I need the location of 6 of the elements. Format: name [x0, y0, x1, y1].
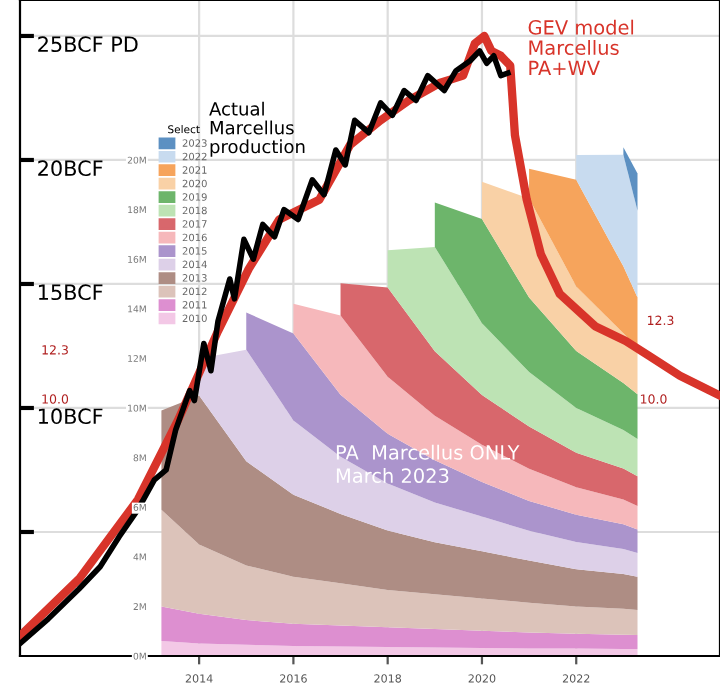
series-label: GEV model Marcellus PA+WV [528, 19, 634, 76]
series-label: Actual Marcellus production [209, 101, 305, 157]
y-tick-label: 20BCF [38, 160, 103, 177]
y-tick-label: 25BCF PD [38, 36, 138, 53]
y-tick-label: 15BCF [38, 284, 103, 301]
y-tick-label: 10BCF [38, 408, 103, 425]
